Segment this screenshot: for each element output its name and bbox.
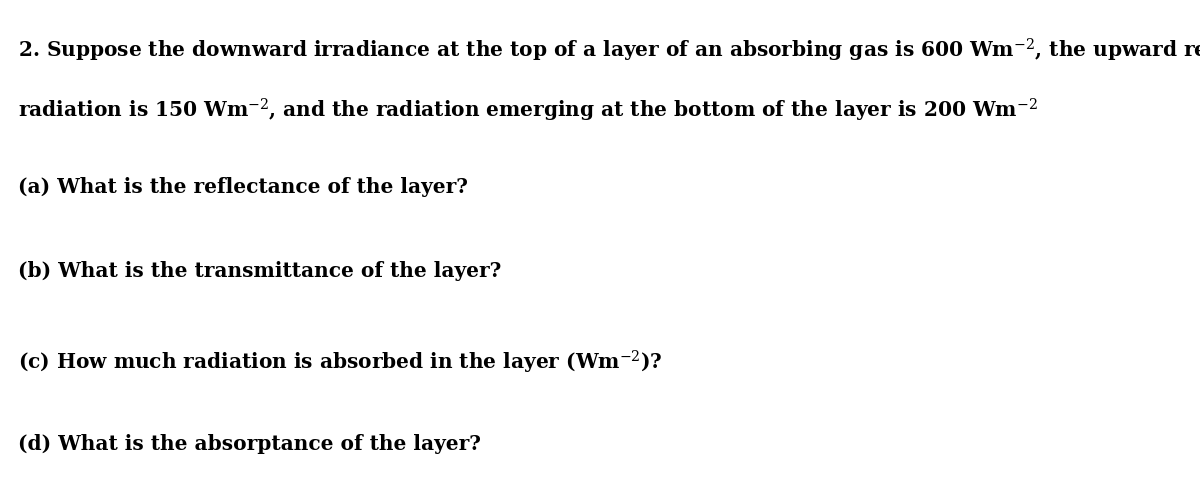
Text: (c) How much radiation is absorbed in the layer (Wm$^{-2}$)?: (c) How much radiation is absorbed in th… xyxy=(18,349,662,376)
Text: (d) What is the absorptance of the layer?: (d) What is the absorptance of the layer… xyxy=(18,434,481,454)
Text: (b) What is the transmittance of the layer?: (b) What is the transmittance of the lay… xyxy=(18,261,502,281)
Text: 2. Suppose the downward irradiance at the top of a layer of an absorbing gas is : 2. Suppose the downward irradiance at th… xyxy=(18,37,1200,64)
Text: (a) What is the reflectance of the layer?: (a) What is the reflectance of the layer… xyxy=(18,177,468,197)
Text: radiation is 150 Wm$^{-2}$, and the radiation emerging at the bottom of the laye: radiation is 150 Wm$^{-2}$, and the radi… xyxy=(18,97,1038,124)
